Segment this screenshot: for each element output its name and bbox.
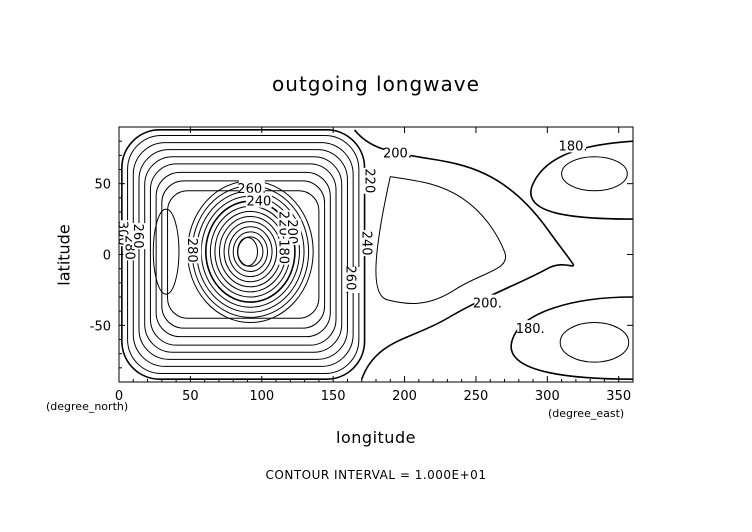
contour-core	[237, 237, 258, 267]
x-tick-label: 150	[321, 389, 346, 404]
contour-label: 200.	[473, 297, 502, 312]
contour-ring	[214, 210, 287, 293]
contour-label-bg	[474, 294, 501, 310]
contour-180-south	[559, 322, 630, 363]
contour-180-s-open	[510, 296, 633, 380]
contour-180-north	[561, 156, 628, 192]
contour-loop-west	[152, 208, 180, 295]
y-tick-label: -50	[90, 319, 111, 334]
contour-label-bg	[517, 320, 544, 336]
contour-label: 180.	[559, 139, 588, 154]
chart-marks: 0 50 100 150 200 250 300 350 -50 0 50 200. 180. 220 24…	[90, 127, 633, 404]
contour-label: 260	[130, 224, 145, 249]
contour-label: 280	[184, 238, 199, 263]
x-tick-label: 200	[392, 389, 417, 404]
contour-label: 180.	[516, 322, 545, 337]
contour-label-bg	[186, 237, 202, 264]
y-tick-label: 0	[103, 249, 111, 264]
contour-label-bg	[286, 218, 302, 245]
contour-label: 180	[276, 239, 291, 264]
contour-label: 200	[284, 219, 299, 244]
contour-label-bg	[238, 179, 265, 195]
contour-box	[138, 149, 348, 360]
contour-label-bg	[560, 137, 587, 153]
contour-ring	[232, 231, 268, 273]
x-tick-label: 350	[606, 389, 631, 404]
contour-label-bg	[245, 192, 272, 208]
x-tick-label: 300	[535, 389, 560, 404]
contour-label-bg	[344, 267, 360, 293]
x-axis-unit: (degree_east)	[548, 407, 625, 420]
y-axis-unit: (degree_north)	[46, 400, 129, 413]
x-tick-label: 100	[249, 389, 274, 404]
contour-label-bg	[384, 144, 411, 160]
contour-box	[121, 129, 366, 380]
contour-label: 220	[361, 168, 376, 193]
contour-200	[353, 129, 575, 380]
contour-label: 240	[247, 195, 272, 210]
contour-ring	[237, 236, 264, 267]
contour-box	[149, 163, 337, 346]
contour-label: 260.	[343, 266, 358, 295]
x-axis-label: longitude	[336, 428, 416, 447]
y-axis-label: latitude	[54, 224, 74, 286]
x-tick-label: 250	[464, 389, 489, 404]
x-tick-label: 0	[115, 389, 123, 404]
contour-ring	[228, 226, 273, 278]
plot-frame	[118, 126, 634, 383]
contour-interval-note: CONTOUR INTERVAL = 1.000E+01	[265, 468, 487, 482]
contour-label-bg	[277, 238, 293, 265]
contour-label: 240	[358, 231, 373, 256]
contour-ring	[223, 221, 278, 283]
contour-180-n-open	[530, 140, 633, 220]
y-tick-label: 50	[94, 178, 111, 193]
contour-label: 200.	[383, 147, 412, 162]
contour-label-bg	[363, 167, 379, 194]
contour-box	[155, 171, 331, 338]
contour-box	[144, 156, 343, 353]
contour-label-bg	[360, 230, 376, 257]
x-tick-label: 50	[182, 389, 199, 404]
contour-220	[375, 176, 507, 305]
contour-label-bg	[131, 223, 147, 250]
chart-title: outgoing longwave	[272, 72, 480, 96]
